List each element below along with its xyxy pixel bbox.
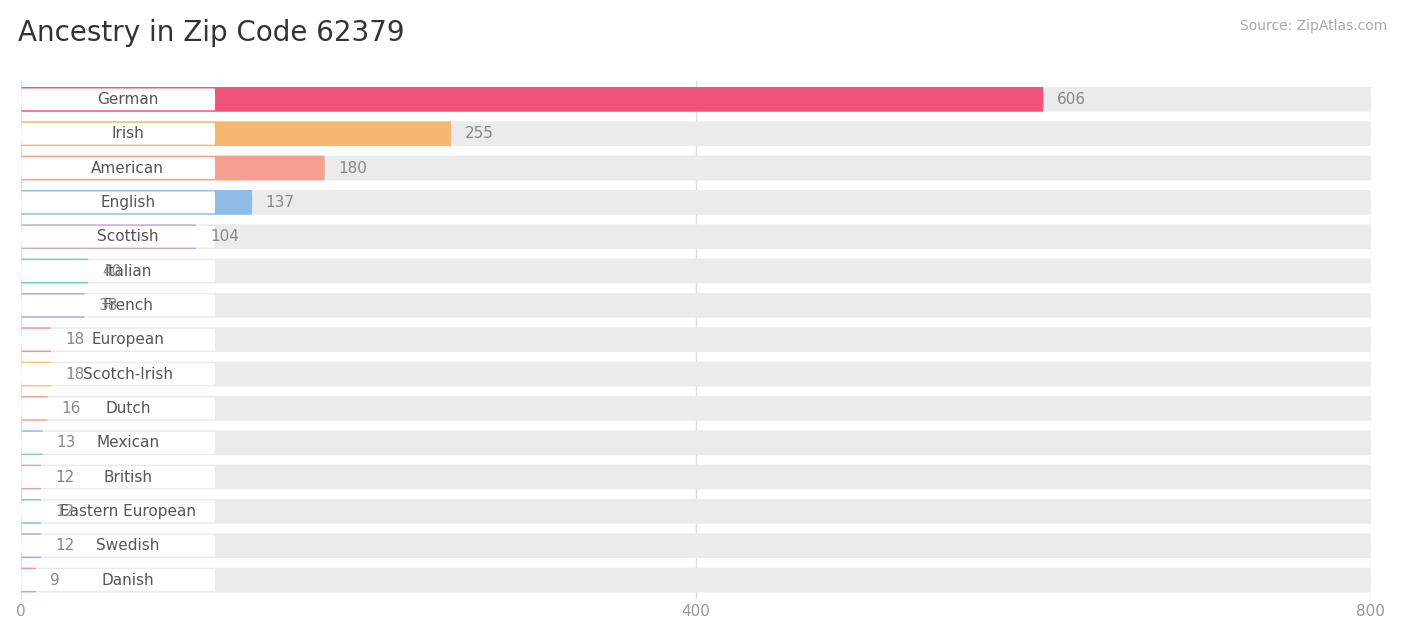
FancyBboxPatch shape <box>21 157 215 179</box>
FancyBboxPatch shape <box>21 327 1371 352</box>
Text: 18: 18 <box>65 366 84 381</box>
Text: 12: 12 <box>55 469 75 484</box>
Text: American: American <box>91 160 165 176</box>
FancyBboxPatch shape <box>21 500 215 522</box>
FancyBboxPatch shape <box>21 430 44 455</box>
Text: Danish: Danish <box>101 573 155 587</box>
FancyBboxPatch shape <box>21 190 252 214</box>
FancyBboxPatch shape <box>21 329 215 350</box>
FancyBboxPatch shape <box>21 156 1371 180</box>
FancyBboxPatch shape <box>21 156 325 180</box>
Text: 606: 606 <box>1057 92 1087 107</box>
FancyBboxPatch shape <box>21 260 215 282</box>
Text: Mexican: Mexican <box>96 435 159 450</box>
FancyBboxPatch shape <box>21 191 215 213</box>
Text: Eastern European: Eastern European <box>60 504 195 519</box>
FancyBboxPatch shape <box>21 465 41 489</box>
FancyBboxPatch shape <box>21 397 215 419</box>
Text: 12: 12 <box>55 504 75 519</box>
Text: 16: 16 <box>62 401 82 416</box>
Text: European: European <box>91 332 165 347</box>
FancyBboxPatch shape <box>21 567 1371 592</box>
FancyBboxPatch shape <box>21 533 41 558</box>
FancyBboxPatch shape <box>21 87 1043 112</box>
FancyBboxPatch shape <box>21 87 1371 112</box>
FancyBboxPatch shape <box>21 362 52 386</box>
FancyBboxPatch shape <box>21 88 215 110</box>
Text: Source: ZipAtlas.com: Source: ZipAtlas.com <box>1240 19 1388 33</box>
FancyBboxPatch shape <box>21 396 48 421</box>
FancyBboxPatch shape <box>21 294 215 316</box>
FancyBboxPatch shape <box>21 293 86 317</box>
Text: Irish: Irish <box>111 126 145 141</box>
FancyBboxPatch shape <box>21 465 1371 489</box>
Text: Italian: Italian <box>104 263 152 279</box>
FancyBboxPatch shape <box>21 226 215 247</box>
Text: Scottish: Scottish <box>97 229 159 244</box>
Text: Swedish: Swedish <box>96 538 159 553</box>
FancyBboxPatch shape <box>21 259 89 283</box>
Text: Dutch: Dutch <box>105 401 150 416</box>
FancyBboxPatch shape <box>21 432 215 453</box>
Text: 40: 40 <box>103 263 121 279</box>
FancyBboxPatch shape <box>21 224 1371 249</box>
FancyBboxPatch shape <box>21 499 41 524</box>
FancyBboxPatch shape <box>21 363 215 385</box>
FancyBboxPatch shape <box>21 121 451 146</box>
Text: Scotch-Irish: Scotch-Irish <box>83 366 173 381</box>
FancyBboxPatch shape <box>21 569 215 591</box>
FancyBboxPatch shape <box>21 224 197 249</box>
FancyBboxPatch shape <box>21 535 215 556</box>
Text: 12: 12 <box>55 538 75 553</box>
Text: 13: 13 <box>56 435 76 450</box>
Text: 137: 137 <box>266 195 295 210</box>
Text: German: German <box>97 92 159 107</box>
FancyBboxPatch shape <box>21 567 37 592</box>
FancyBboxPatch shape <box>21 430 1371 455</box>
FancyBboxPatch shape <box>21 259 1371 283</box>
Text: 38: 38 <box>98 298 118 313</box>
FancyBboxPatch shape <box>21 293 1371 317</box>
Text: 180: 180 <box>339 160 367 176</box>
FancyBboxPatch shape <box>21 327 52 352</box>
FancyBboxPatch shape <box>21 362 1371 386</box>
Text: English: English <box>100 195 156 210</box>
Text: 9: 9 <box>49 573 59 587</box>
Text: British: British <box>103 469 152 484</box>
FancyBboxPatch shape <box>21 190 1371 214</box>
FancyBboxPatch shape <box>21 533 1371 558</box>
Text: 18: 18 <box>65 332 84 347</box>
FancyBboxPatch shape <box>21 466 215 488</box>
FancyBboxPatch shape <box>21 499 1371 524</box>
Text: Ancestry in Zip Code 62379: Ancestry in Zip Code 62379 <box>18 19 405 47</box>
FancyBboxPatch shape <box>21 121 1371 146</box>
FancyBboxPatch shape <box>21 396 1371 421</box>
Text: 255: 255 <box>465 126 494 141</box>
Text: 104: 104 <box>209 229 239 244</box>
FancyBboxPatch shape <box>21 123 215 145</box>
Text: French: French <box>103 298 153 313</box>
